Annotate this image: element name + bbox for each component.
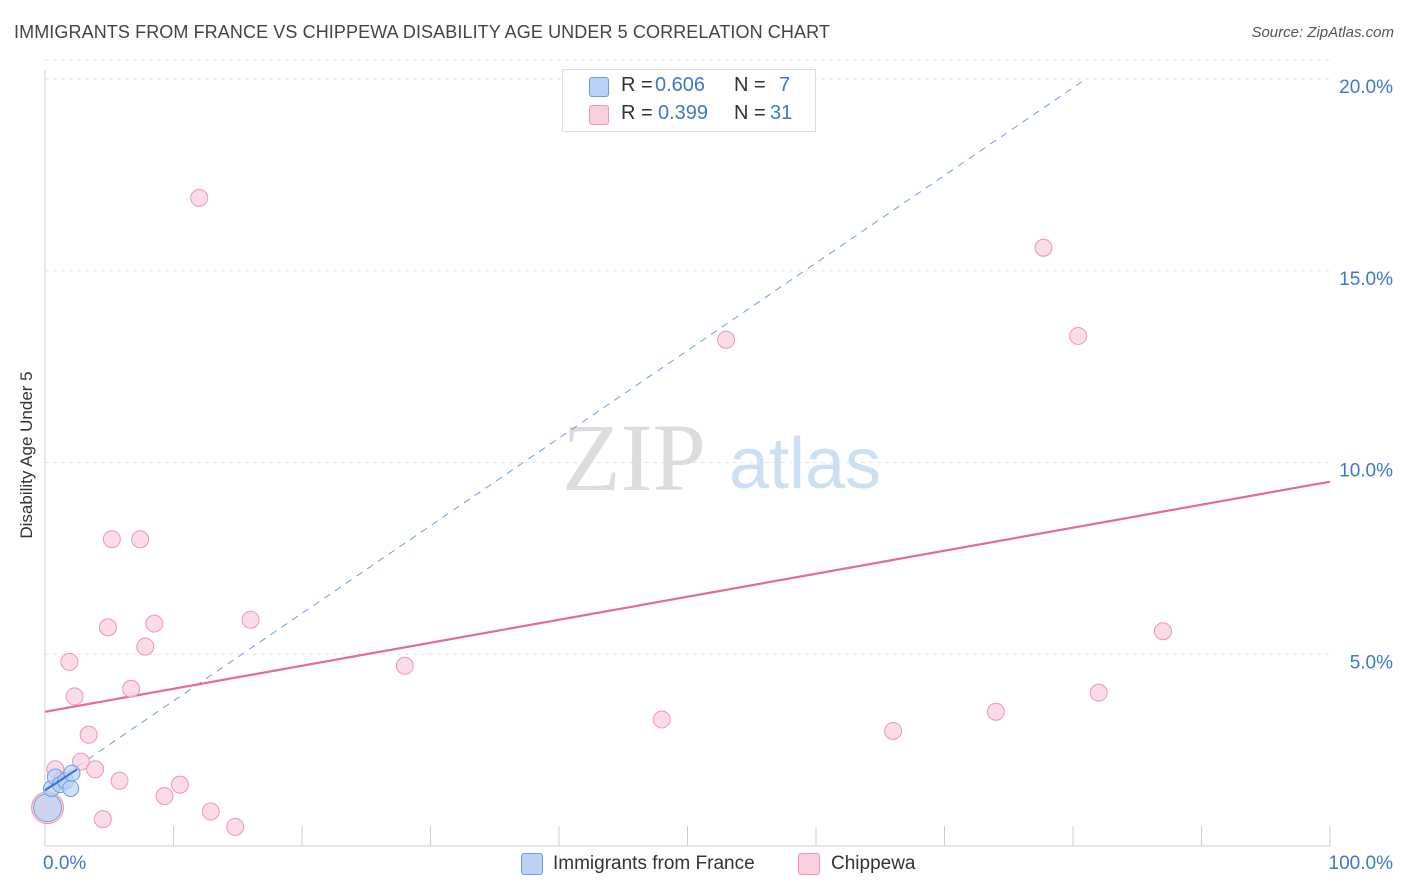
watermark: ZIP atlas bbox=[562, 404, 881, 511]
y-tick-label: 20.0% bbox=[1339, 77, 1393, 98]
chippewa-point bbox=[226, 817, 245, 836]
legend-r-value-france: 0.606 bbox=[655, 74, 706, 96]
chippewa-point bbox=[102, 530, 121, 549]
stats-legend: R = 0.606 N = 7 R = 0.399 N = 31 bbox=[562, 69, 816, 132]
chippewa-point bbox=[86, 760, 105, 779]
legend-swatch-chippewa bbox=[589, 105, 609, 125]
watermark-atlas: atlas bbox=[729, 424, 881, 504]
chippewa-point bbox=[131, 530, 150, 549]
trend-lines bbox=[44, 78, 1331, 789]
chippewa-point bbox=[395, 656, 414, 675]
chippewa-point bbox=[60, 652, 79, 671]
bottom-legend-label-france: Immigrants from France bbox=[553, 853, 755, 874]
legend-n-label: N = bbox=[734, 74, 766, 96]
x-tick-label: 100.0% bbox=[1329, 853, 1394, 874]
chippewa-point bbox=[170, 775, 189, 794]
chippewa-point bbox=[717, 330, 736, 349]
y-tick-label: 15.0% bbox=[1339, 269, 1393, 290]
data-points bbox=[31, 188, 1172, 836]
chippewa-point bbox=[241, 610, 260, 629]
legend-r-value-chippewa: 0.399 bbox=[658, 102, 709, 124]
y-tick-label: 5.0% bbox=[1350, 652, 1393, 673]
chippewa-point bbox=[1034, 238, 1053, 257]
y-tick-label: 10.0% bbox=[1339, 461, 1393, 482]
chippewa-point bbox=[652, 710, 671, 729]
legend-r-label: R = bbox=[621, 74, 653, 96]
bottom-legend: Immigrants from France Chippewa bbox=[0, 851, 1406, 879]
source-label: Source: ZipAtlas.com bbox=[1251, 24, 1394, 41]
bottom-legend-swatch-france bbox=[521, 853, 543, 875]
chippewa-point bbox=[201, 802, 220, 821]
chippewa-point bbox=[93, 810, 112, 829]
chippewa-point bbox=[1153, 622, 1172, 641]
bottom-legend-swatch-chippewa bbox=[798, 853, 820, 875]
chippewa-point bbox=[65, 687, 84, 706]
y-axis-label: Disability Age Under 5 bbox=[17, 371, 36, 539]
chippewa-point bbox=[122, 679, 141, 698]
chippewa-point bbox=[1069, 326, 1088, 345]
chippewa-point bbox=[1089, 683, 1108, 702]
legend-n-label: N = bbox=[734, 102, 766, 124]
legend-r-label: R = bbox=[621, 102, 653, 124]
chippewa-point bbox=[145, 614, 164, 633]
chippewa-point bbox=[986, 702, 1005, 721]
legend-swatch-france bbox=[589, 77, 609, 97]
grid-lines bbox=[45, 59, 1330, 655]
chippewa-point bbox=[79, 725, 98, 744]
watermark-zip: ZIP bbox=[562, 404, 706, 511]
france-point bbox=[33, 793, 63, 823]
france-trend-solid bbox=[44, 768, 78, 792]
axes bbox=[44, 70, 1331, 847]
legend-n-value-france: 7 bbox=[779, 74, 791, 96]
chippewa-trend-line bbox=[44, 480, 1331, 713]
chippewa-point bbox=[98, 618, 117, 637]
chippewa-point bbox=[190, 188, 209, 207]
legend-row-france: R = 0.606 N = 7 bbox=[563, 73, 815, 101]
legend-n-value-chippewa: 31 bbox=[770, 102, 793, 124]
chart-title: IMMIGRANTS FROM FRANCE VS CHIPPEWA DISAB… bbox=[14, 22, 830, 42]
france-trend-line bbox=[44, 78, 1087, 789]
chippewa-point bbox=[155, 787, 174, 806]
chippewa-point bbox=[71, 752, 90, 771]
tick-labels: 5.0% 10.0% 15.0% 20.0% 0.0% 100.0% bbox=[43, 77, 1393, 874]
x-tick-label: 0.0% bbox=[43, 853, 86, 874]
chippewa-point bbox=[136, 637, 155, 656]
legend-row-chippewa: R = 0.399 N = 31 bbox=[563, 101, 815, 129]
chippewa-point bbox=[884, 721, 903, 740]
france-point bbox=[62, 779, 80, 797]
bottom-legend-label-chippewa: Chippewa bbox=[831, 853, 916, 874]
chippewa-point bbox=[110, 771, 129, 790]
